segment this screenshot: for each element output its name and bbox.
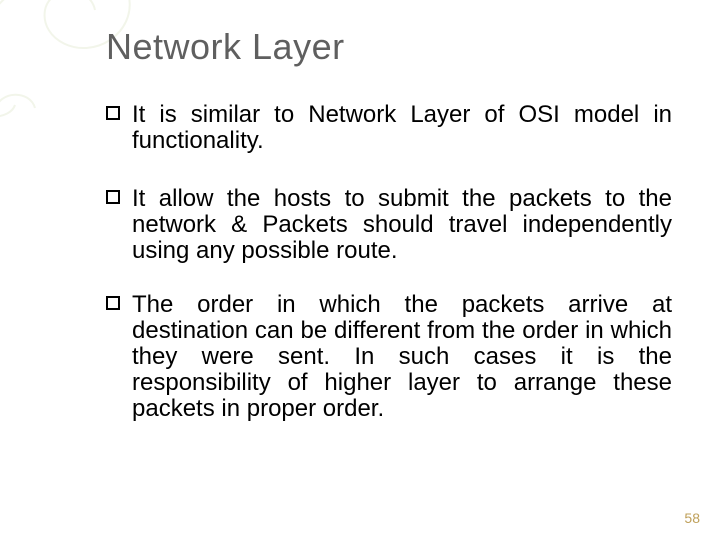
list-item-text: It is similar to Network Layer of OSI mo…	[132, 101, 672, 154]
bullet-box-icon	[106, 296, 120, 310]
list-item-text: The order in which the packets arrive at…	[132, 291, 672, 422]
slide-title: Network Layer	[106, 26, 345, 68]
bullet-box-icon	[106, 106, 120, 120]
list-item: The order in which the packets arrive at…	[106, 292, 672, 422]
list-item: It is similar to Network Layer of OSI mo…	[106, 102, 672, 154]
bullet-box-icon	[106, 190, 120, 204]
page-number: 58	[684, 510, 700, 526]
list-item-text: It allow the hosts to submit the packets…	[132, 185, 672, 264]
list-item: It allow the hosts to submit the packets…	[106, 186, 672, 264]
